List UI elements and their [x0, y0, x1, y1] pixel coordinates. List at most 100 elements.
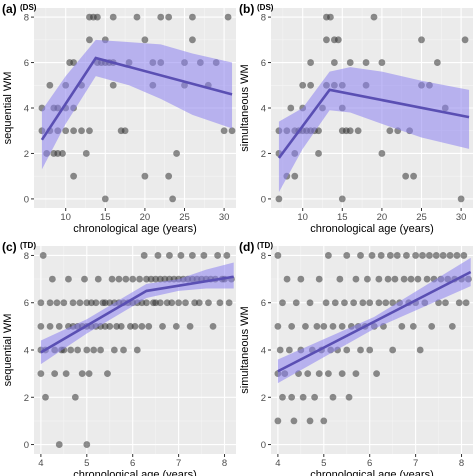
- data-point: [341, 299, 348, 307]
- y-tick-label: 4: [24, 346, 29, 357]
- y-tick-label: 4: [261, 104, 266, 115]
- data-point: [168, 299, 176, 307]
- fit-line: [40, 275, 234, 354]
- data-point: [82, 150, 90, 157]
- group-label: (TD): [257, 241, 273, 250]
- data-point: [329, 322, 337, 330]
- data-point: [173, 150, 180, 157]
- data-point: [157, 13, 165, 21]
- data-point: [377, 252, 385, 259]
- data-point: [354, 127, 362, 135]
- fit-line: [277, 88, 470, 159]
- x-tick-label: 10: [297, 212, 308, 223]
- data-point: [106, 322, 114, 330]
- data-point: [331, 299, 339, 307]
- data-point: [175, 299, 183, 307]
- y-tick-label: 2: [24, 393, 29, 404]
- data-point: [205, 299, 212, 307]
- x-axis-title: chronological age (years): [310, 223, 434, 235]
- data-point: [343, 252, 351, 259]
- y-tick-label: 6: [261, 298, 266, 309]
- x-tick-label: 5: [321, 458, 326, 469]
- data-point: [165, 13, 173, 21]
- panel-d: 4 5 6 7 8 0 2 4 6 8 (d) (TD) chronological age (year…: [239, 240, 473, 476]
- data-point: [442, 299, 449, 307]
- data-point: [83, 441, 91, 448]
- data-point: [70, 59, 78, 66]
- data-point: [391, 275, 399, 283]
- data-point: [51, 370, 59, 378]
- data-point: [78, 370, 86, 378]
- data-point: [138, 322, 146, 330]
- data-point: [133, 13, 141, 21]
- data-point: [225, 299, 233, 307]
- data-point: [62, 127, 70, 135]
- data-point: [279, 299, 286, 307]
- data-point: [453, 252, 461, 259]
- data-point: [37, 322, 45, 330]
- x-tick-label: 6: [130, 458, 135, 469]
- data-point: [389, 346, 397, 354]
- data-point: [416, 346, 424, 354]
- data-point: [55, 322, 63, 330]
- data-point: [115, 275, 123, 283]
- data-point: [386, 127, 394, 135]
- y-tick-label: 0: [261, 440, 266, 451]
- data-point: [311, 393, 319, 401]
- data-point: [410, 172, 417, 180]
- data-point: [288, 393, 296, 401]
- data-point: [76, 299, 84, 307]
- y-tick-label: 8: [261, 13, 266, 24]
- data-point: [129, 275, 137, 283]
- data-point: [357, 252, 364, 259]
- group-label: (DS): [20, 3, 37, 12]
- y-tick-label: 6: [24, 58, 29, 69]
- data-point: [302, 322, 309, 330]
- data-point: [364, 275, 371, 283]
- data-point: [327, 13, 334, 21]
- data-point: [290, 417, 298, 425]
- data-point: [398, 322, 406, 330]
- data-point: [457, 195, 465, 203]
- data-point: [90, 346, 98, 354]
- x-tick-label: 7: [413, 458, 418, 469]
- data-point: [214, 252, 222, 259]
- data-point: [448, 322, 456, 330]
- y-tick-label: 4: [24, 104, 29, 115]
- data-point: [461, 36, 469, 44]
- data-point: [386, 252, 394, 259]
- data-point: [169, 195, 177, 203]
- data-point: [433, 59, 441, 66]
- data-point: [400, 275, 408, 283]
- data-point: [110, 346, 118, 354]
- x-tick-label: 25: [416, 212, 427, 223]
- y-tick-label: 4: [261, 346, 266, 357]
- data-point: [189, 13, 196, 21]
- data-point: [324, 252, 332, 259]
- data-point: [97, 346, 104, 354]
- data-point: [297, 275, 305, 283]
- x-axis-title: chronological age (years): [310, 469, 434, 476]
- panel-label: (a): [2, 2, 17, 16]
- data-point: [143, 299, 150, 307]
- x-tick-label: 4: [38, 458, 43, 469]
- data-point: [299, 393, 307, 401]
- data-point: [346, 59, 354, 66]
- x-tick-label: 5: [84, 458, 89, 469]
- data-point: [37, 299, 45, 307]
- data-point: [109, 81, 117, 89]
- data-point: [320, 417, 328, 425]
- data-point: [59, 150, 66, 157]
- data-point: [223, 252, 231, 259]
- y-tick-label: 2: [261, 393, 266, 404]
- data-point: [189, 36, 196, 44]
- data-point: [109, 13, 117, 21]
- data-point: [67, 346, 75, 354]
- data-point: [425, 252, 433, 259]
- data-point: [412, 252, 420, 259]
- panel-label: (c): [2, 240, 17, 254]
- x-tick-label: 6: [367, 458, 372, 469]
- data-point: [200, 252, 208, 259]
- data-point: [292, 299, 300, 307]
- data-point: [389, 299, 397, 307]
